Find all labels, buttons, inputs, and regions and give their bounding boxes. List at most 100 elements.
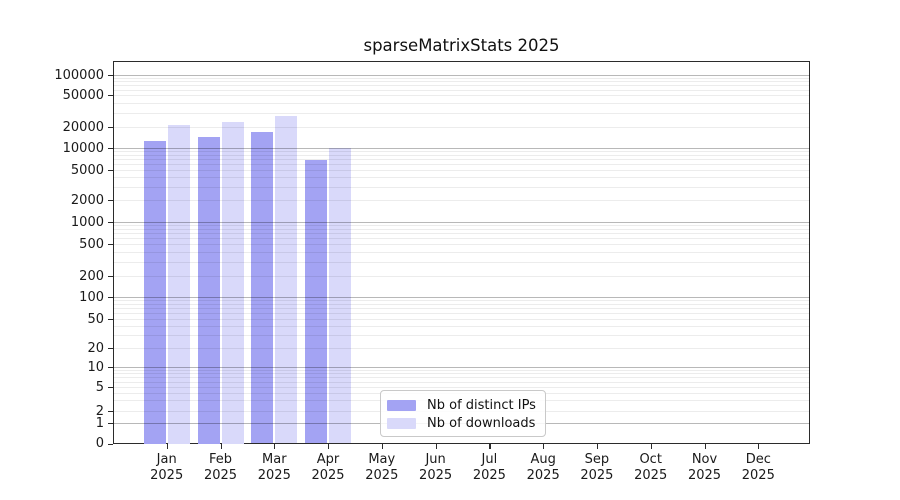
x-tick-mark — [489, 444, 491, 449]
gridline-minor — [113, 102, 810, 104]
gridline-minor — [113, 164, 810, 166]
y-tick-label: 50 — [87, 311, 104, 327]
bar-downloads — [275, 116, 298, 444]
y-tick-mark — [108, 348, 113, 350]
y-tick-mark — [108, 423, 113, 425]
gridline-minor — [113, 127, 810, 128]
gridline-minor — [113, 377, 810, 379]
legend-swatch-distinct-ips — [387, 399, 416, 411]
y-tick-mark — [108, 443, 113, 445]
gridline-minor — [113, 81, 810, 83]
y-tick-label: 500 — [79, 236, 104, 252]
x-tick-label: Sep 2025 — [580, 452, 614, 483]
gridline-major — [113, 367, 810, 368]
gridline-minor — [113, 251, 810, 253]
gridline-minor — [113, 151, 810, 153]
legend-label-distinct-ips: Nb of distinct IPs — [427, 397, 536, 413]
bar-distinct-ips — [197, 137, 220, 444]
gridline-minor — [113, 200, 810, 201]
y-tick-mark — [108, 297, 113, 299]
gridline-minor — [113, 238, 810, 240]
legend-entry-distinct-ips: Nb of distinct IPs — [387, 396, 537, 414]
x-tick-mark — [543, 444, 545, 449]
y-tick-mark — [108, 367, 113, 369]
gridline-minor — [113, 170, 810, 171]
x-tick-mark — [435, 444, 437, 449]
gridline-major — [113, 297, 810, 298]
y-tick-mark — [108, 95, 113, 97]
y-tick-label: 10000 — [62, 140, 104, 156]
y-tick-mark — [108, 411, 113, 413]
gridline-minor — [113, 373, 810, 375]
x-tick-label: Aug 2025 — [526, 452, 560, 483]
gridline-major — [113, 75, 810, 76]
x-tick-mark — [381, 444, 383, 449]
y-tick-label: 0 — [95, 436, 104, 451]
legend: Nb of distinct IPs Nb of downloads — [380, 390, 546, 437]
y-tick-mark — [108, 170, 113, 172]
gridline-minor — [113, 304, 810, 306]
legend-label-downloads: Nb of downloads — [427, 415, 536, 431]
x-tick-mark — [328, 444, 330, 449]
legend-swatch-downloads — [387, 417, 416, 429]
x-tick-label: May 2025 — [365, 452, 399, 483]
gridline-minor — [113, 308, 810, 310]
gridline-minor — [113, 387, 810, 388]
x-tick-mark — [650, 444, 652, 449]
bar-downloads — [329, 147, 351, 444]
gridline-minor — [113, 370, 810, 371]
y-tick-mark — [108, 200, 113, 202]
plot-area — [113, 61, 810, 444]
gridline-minor — [113, 381, 810, 383]
x-tick-label: Mar 2025 — [257, 452, 291, 483]
y-tick-mark — [108, 222, 113, 224]
gridline-minor — [113, 261, 810, 263]
gridline-minor — [113, 78, 810, 79]
y-tick-label: 1 — [95, 415, 104, 431]
y-tick-mark — [108, 148, 113, 150]
y-tick-label: 5 — [95, 379, 104, 395]
y-tick-label: 10 — [87, 359, 104, 375]
bar-distinct-ips — [305, 159, 327, 444]
bar-distinct-ips — [251, 132, 274, 444]
gridline-minor — [113, 225, 810, 227]
y-tick-label: 2000 — [70, 192, 104, 208]
x-tick-label: Jan 2025 — [150, 452, 184, 483]
gridline-minor — [113, 177, 810, 179]
gridline-minor — [113, 186, 810, 188]
y-tick-label: 20000 — [62, 119, 104, 135]
gridline-major — [113, 148, 810, 149]
x-tick-label: Nov 2025 — [687, 452, 722, 483]
gridline-minor — [113, 85, 810, 87]
gridline-minor — [113, 89, 810, 91]
gridline-minor — [113, 155, 810, 157]
x-tick-mark — [166, 444, 168, 449]
gridline-minor — [113, 326, 810, 328]
x-tick-label: Apr 2025 — [311, 452, 345, 483]
chart-title: sparseMatrixStats 2025 — [363, 36, 560, 55]
bar-distinct-ips — [143, 141, 166, 444]
y-tick-mark — [108, 387, 113, 389]
x-tick-mark — [274, 444, 276, 449]
bar-downloads — [221, 122, 244, 444]
y-tick-label: 5000 — [70, 162, 104, 178]
x-tick-mark — [704, 444, 706, 449]
y-tick-mark — [108, 319, 113, 321]
y-tick-label: 100000 — [54, 67, 104, 83]
y-tick-label: 100 — [79, 289, 104, 305]
y-tick-label: 2 — [95, 403, 104, 419]
gridline-minor — [113, 159, 810, 161]
x-tick-label: Jun 2025 — [419, 452, 453, 483]
gridline-minor — [113, 244, 810, 245]
y-tick-label: 50000 — [62, 87, 104, 103]
y-tick-label: 200 — [79, 268, 104, 284]
y-tick-mark — [108, 276, 113, 278]
y-tick-mark — [108, 244, 113, 246]
legend-entry-downloads: Nb of downloads — [387, 414, 537, 432]
gridline-minor — [113, 233, 810, 235]
gridline-minor — [113, 112, 810, 114]
x-tick-label: Dec 2025 — [741, 452, 775, 483]
y-tick-mark — [108, 127, 113, 129]
x-tick-mark — [758, 444, 760, 449]
